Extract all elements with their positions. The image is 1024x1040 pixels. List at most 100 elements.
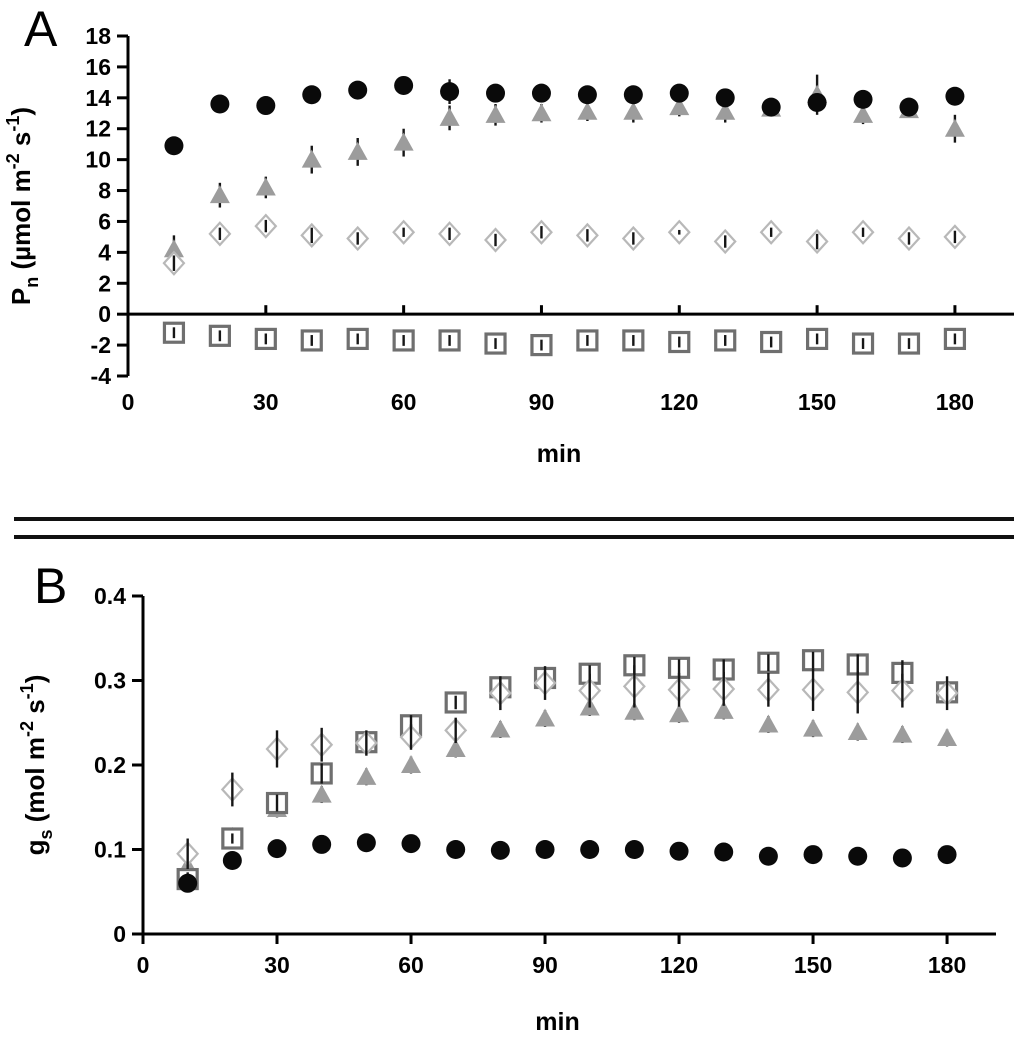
circle-marker	[302, 85, 322, 105]
x-axis-title: min	[535, 1008, 579, 1036]
circle-marker	[669, 841, 689, 861]
circle-marker	[945, 86, 965, 106]
triangle-marker	[301, 149, 322, 168]
series-open-diamond	[162, 213, 967, 276]
triangle-marker	[356, 766, 377, 785]
triangle-marker	[490, 719, 511, 738]
triangle-marker	[535, 708, 556, 727]
series-black-filled-circle	[164, 75, 965, 156]
x-tick-label: 150	[794, 952, 832, 978]
triangle-marker	[255, 177, 276, 196]
triangle-marker	[347, 141, 368, 160]
x-axis-title: min	[537, 440, 581, 468]
y-tick-label: 14	[85, 85, 111, 111]
separator-line-top	[14, 517, 1014, 521]
series-black-filled-circle	[178, 833, 957, 893]
y-tick-label: 0.2	[94, 752, 126, 778]
triangle-marker	[163, 239, 184, 258]
circle-marker	[356, 833, 376, 853]
y-tick-label: 0	[98, 301, 111, 327]
y-tick-label: -4	[91, 363, 112, 389]
triangle-marker	[669, 704, 690, 723]
series-gray-filled-triangle	[177, 697, 958, 877]
panel-a: 18 16 14 12 10 8 6 4 2 0 -2 -4 0 30 60 90 120 150 180 min Pn…	[3, 1, 1014, 468]
y-tick-label: 0.4	[94, 583, 126, 609]
x-tick-label: 90	[529, 389, 555, 415]
x-tick-label: 30	[253, 389, 279, 415]
panel-letter: B	[34, 558, 67, 614]
circle-marker	[348, 80, 368, 100]
circle-marker	[486, 83, 506, 103]
triangle-marker	[803, 718, 824, 737]
circle-marker	[580, 840, 600, 859]
triangle-marker	[209, 185, 230, 204]
circle-marker	[446, 840, 466, 859]
y-tick-label: 6	[98, 208, 111, 234]
triangle-marker	[892, 724, 913, 743]
circle-marker	[899, 97, 919, 117]
x-tick-label: 120	[660, 389, 698, 415]
circle-marker	[803, 845, 823, 865]
y-tick-label: 12	[85, 116, 111, 142]
circle-marker	[531, 83, 551, 103]
circle-marker	[256, 96, 276, 116]
x-tick-label: 0	[122, 389, 135, 415]
triangle-marker	[485, 104, 506, 123]
triangle-marker	[624, 701, 645, 720]
circle-marker	[535, 840, 555, 859]
x-tick-label: 120	[660, 952, 698, 978]
x-tick-label: 180	[936, 389, 974, 415]
y-tick-label: 0	[113, 921, 126, 947]
y-tick-label: 16	[85, 54, 111, 80]
triangle-marker	[445, 738, 466, 757]
y-tick-label: 0.1	[94, 837, 126, 863]
circle-marker	[267, 839, 287, 859]
y-tick-label: -2	[91, 332, 111, 358]
y-tick-label: 10	[85, 147, 111, 173]
circle-marker	[222, 850, 242, 870]
series-open-square	[162, 321, 967, 357]
triangle-marker	[853, 104, 874, 123]
circle-marker	[577, 85, 597, 105]
triangle-marker	[577, 101, 598, 120]
x-tick-label: 60	[398, 952, 424, 978]
y-tick-label: 0.3	[94, 668, 126, 694]
circle-marker	[892, 848, 912, 868]
triangle-marker	[439, 107, 460, 126]
x-tick-label: 90	[532, 952, 558, 978]
circle-marker	[758, 846, 778, 866]
circle-marker	[714, 842, 734, 862]
y-axis-title: Pn (µmol m-2 s-1)	[3, 107, 42, 305]
circle-marker	[210, 94, 230, 114]
y-axis-title: gs (mol m-2 s-1)	[17, 675, 56, 856]
circle-marker	[490, 840, 510, 860]
circle-marker	[761, 97, 781, 117]
panel-b: 0.4 0.3 0.2 0.1 00 30 60 90 120 150 180 min gs (mol …	[17, 558, 996, 1036]
triangle-marker	[669, 97, 690, 116]
x-tick-label: 30	[264, 952, 290, 978]
x-tick-label: 180	[928, 952, 966, 978]
circle-marker	[937, 845, 957, 865]
circle-marker	[848, 846, 868, 866]
y-tick-label: 18	[85, 23, 111, 49]
circle-marker	[853, 89, 873, 109]
y-tick-label: 4	[98, 239, 111, 265]
circle-marker	[440, 82, 460, 102]
circle-marker	[807, 92, 827, 112]
triangle-marker	[713, 700, 734, 719]
circle-marker	[312, 834, 332, 854]
triangle-marker	[758, 714, 779, 733]
series-open-diamond	[176, 665, 959, 869]
circle-marker	[401, 834, 421, 854]
triangle-marker	[393, 132, 414, 151]
x-tick-label: 60	[391, 389, 417, 415]
separator-line-bottom	[14, 535, 1014, 539]
circle-marker	[715, 88, 735, 108]
triangle-marker	[401, 755, 422, 773]
triangle-marker	[623, 101, 644, 120]
x-tick-label: 150	[798, 389, 836, 415]
triangle-marker	[937, 727, 958, 746]
y-tick-label: 8	[98, 178, 111, 204]
